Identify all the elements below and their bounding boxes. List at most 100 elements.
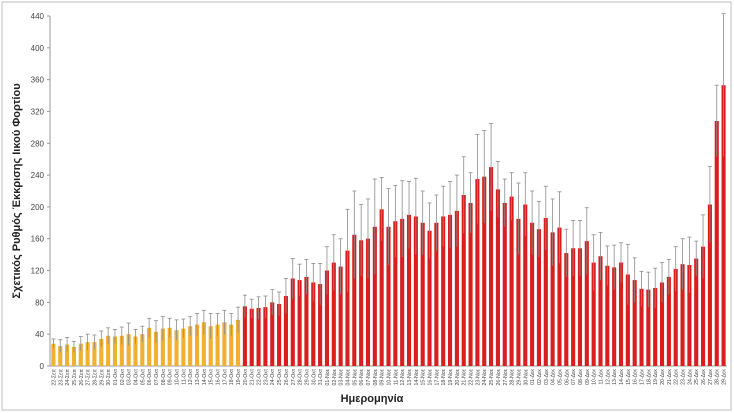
bar	[263, 307, 268, 366]
bar	[311, 282, 316, 366]
bar	[509, 196, 514, 366]
bar	[256, 307, 261, 366]
bar	[71, 346, 76, 366]
y-tick-label: 200	[31, 203, 45, 212]
bar	[447, 214, 453, 366]
x-tick-label: 26-Σεπ	[79, 369, 85, 386]
x-tick-label: 01-Νοε	[325, 368, 331, 385]
error-bar	[263, 295, 268, 319]
x-tick-label: 20-Νοε	[455, 368, 461, 385]
x-tick-label: 24-Δεκ	[687, 369, 693, 385]
bar	[530, 222, 535, 366]
bar	[140, 334, 145, 366]
bar	[516, 218, 521, 366]
bar	[106, 335, 111, 366]
x-tick-label: 18-Δεκ	[646, 369, 652, 385]
error-bar	[721, 13, 726, 157]
y-tick-label: 0	[40, 362, 45, 371]
bar	[194, 324, 200, 366]
error-bar	[133, 329, 138, 344]
bar	[133, 336, 138, 366]
bar	[277, 303, 282, 366]
bar	[400, 218, 405, 366]
bar	[577, 248, 583, 366]
error-bar	[605, 245, 610, 286]
x-tick-label: 22-Σεπ	[51, 369, 57, 386]
bar	[557, 227, 562, 366]
bar	[345, 250, 350, 366]
error-bar	[174, 319, 179, 341]
error-bar	[571, 220, 576, 277]
error-bar	[646, 271, 651, 308]
bar	[413, 216, 418, 366]
x-tick-label: 31-Οκτ	[318, 369, 324, 385]
x-tick-label: 30-Σεπ	[106, 369, 112, 386]
error-bar	[167, 317, 172, 338]
error-bar	[85, 333, 90, 351]
error-bar	[290, 258, 295, 299]
error-bar	[372, 178, 377, 275]
error-bar	[407, 181, 412, 249]
x-tick-label: 28-Σεπ	[92, 369, 98, 386]
bar	[591, 262, 596, 366]
x-tick-label: 03-Δεκ	[544, 369, 550, 385]
bar	[236, 319, 241, 366]
error-bar	[78, 336, 83, 351]
bar	[632, 280, 637, 366]
bar	[181, 328, 186, 366]
bar	[673, 268, 678, 366]
bar	[51, 343, 56, 366]
error-bar	[249, 298, 254, 319]
x-tick-label: 17-Οκτ	[222, 369, 228, 385]
error-bar	[126, 322, 131, 346]
error-bar	[564, 228, 569, 277]
bar	[482, 176, 487, 366]
x-tick-label: 27-Οκτ	[291, 369, 297, 385]
error-bar	[112, 329, 117, 344]
error-bar	[201, 309, 206, 335]
error-bar	[277, 291, 282, 316]
error-bar	[434, 194, 439, 251]
y-tick-label: 400	[31, 44, 45, 53]
error-bar	[181, 318, 186, 339]
x-tick-label: 29-Δεκ	[722, 369, 728, 385]
error-bar	[51, 338, 56, 349]
bar	[92, 342, 97, 366]
error-bar	[523, 172, 528, 237]
bar	[352, 234, 357, 366]
y-tick-label: 40	[35, 330, 44, 339]
x-tick-label: 01-Δεκ	[530, 369, 536, 385]
error-bar	[666, 259, 671, 295]
bar	[372, 226, 377, 366]
x-tick-label: 12-Δεκ	[605, 369, 611, 385]
error-bar	[236, 306, 241, 333]
error-bar	[673, 246, 678, 292]
x-tick-label: 10-Οκτ	[175, 369, 181, 385]
y-axis-title: Σχετικός Ρυθμός Έκκρισης Ιικού Φορτίου	[11, 83, 23, 298]
x-tick-label: 07-Οκτ	[154, 369, 160, 385]
x-tick-label: 11-Δεκ	[598, 369, 604, 385]
x-tick-label: 19-Δεκ	[653, 369, 659, 385]
x-tick-label: 29-Σεπ	[99, 369, 105, 386]
bar	[222, 322, 227, 366]
bar	[454, 210, 459, 366]
error-bar	[195, 313, 200, 336]
bar	[304, 276, 309, 366]
error-bar	[400, 180, 405, 258]
x-tick-label: 10-Νοε	[387, 368, 393, 385]
y-tick-label: 240	[31, 171, 45, 180]
error-bar	[448, 181, 453, 249]
bar	[468, 202, 473, 366]
bar	[324, 270, 330, 366]
bar	[605, 265, 610, 366]
bar	[612, 267, 617, 366]
bar	[427, 230, 432, 366]
error-bar	[557, 191, 562, 264]
x-tick-label: 18-Οκτ	[229, 369, 235, 385]
x-tick-label: 21-Δεκ	[667, 369, 673, 385]
x-tick-label: 26-Νοε	[496, 368, 502, 385]
bar	[694, 258, 699, 366]
bar	[680, 264, 685, 366]
error-bar	[468, 172, 473, 234]
